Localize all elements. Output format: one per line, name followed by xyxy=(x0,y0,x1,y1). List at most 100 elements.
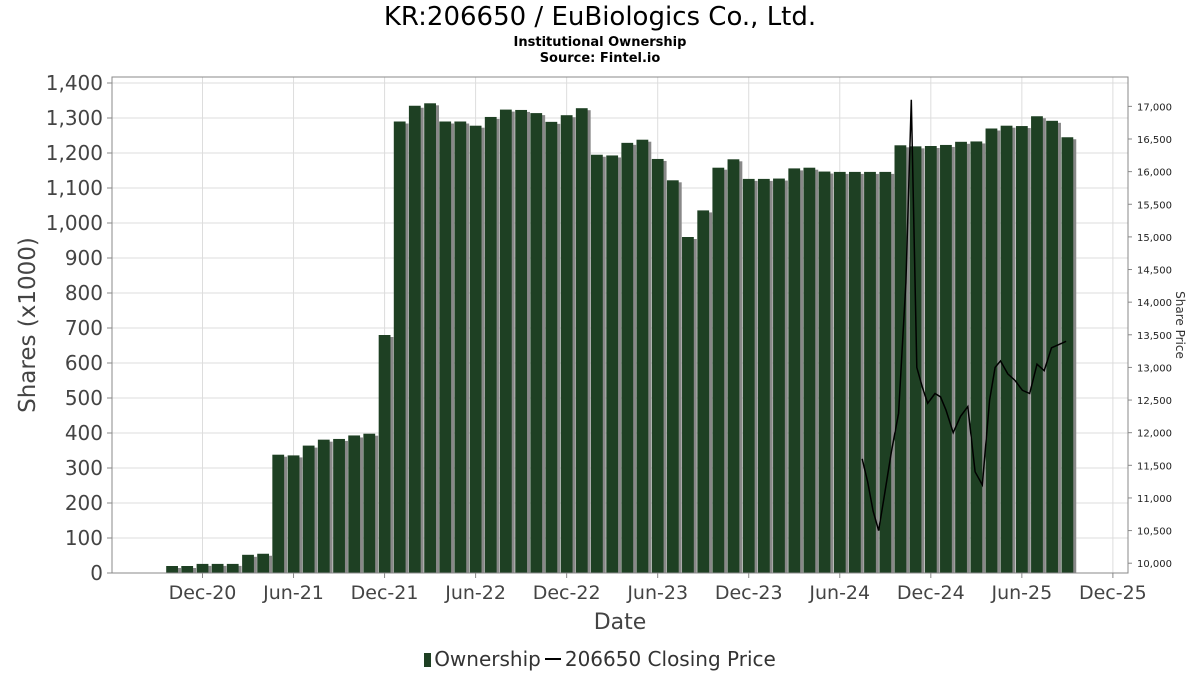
ownership-bar xyxy=(803,167,816,573)
ownership-bar xyxy=(894,145,907,574)
ownership-bar xyxy=(181,566,194,573)
bar-layer xyxy=(166,103,1077,574)
x-tick-label: Dec-20 xyxy=(169,582,237,604)
y2-tick-label: 14,500 xyxy=(1137,266,1172,277)
legend-price-label: 206650 Closing Price xyxy=(564,647,776,671)
ownership-bar xyxy=(424,103,436,574)
y2-tick-label: 11,000 xyxy=(1137,494,1172,505)
ownership-bar xyxy=(879,171,892,573)
y-tick-label: 1,200 xyxy=(46,141,103,165)
ownership-bar xyxy=(788,168,801,573)
ownership-bar xyxy=(226,563,239,573)
ownership-bar xyxy=(682,237,694,573)
ownership-bar xyxy=(909,146,922,573)
ownership-bar xyxy=(833,171,846,573)
ownership-bar xyxy=(621,142,634,573)
ownership-bar xyxy=(348,435,361,573)
price-line-layer xyxy=(861,99,1067,531)
chart-subtitle: Institutional Ownership xyxy=(513,35,687,50)
ownership-bar xyxy=(166,566,178,573)
ownership-bar xyxy=(1031,116,1043,573)
y2-tick-label: 12,000 xyxy=(1137,429,1172,440)
y2-tick-label: 16,000 xyxy=(1137,168,1172,179)
y2-tick-label: 15,000 xyxy=(1137,233,1172,244)
ownership-bar xyxy=(773,178,785,574)
chart-title: KR:206650 / EuBiologics Co., Ltd. xyxy=(383,2,817,32)
legend: Ownership 206650 Closing Price xyxy=(0,647,1200,671)
ownership-bar xyxy=(712,167,725,573)
axis-layer: 0 100 200 300 400 500 600 700 800 900 1,000 1,100 1,… xyxy=(46,71,1172,604)
ownership-bar xyxy=(848,171,861,573)
ownership-bar xyxy=(575,108,588,573)
y-tick-label: 300 xyxy=(65,456,103,480)
ownership-bar xyxy=(818,171,831,574)
ownership-bar xyxy=(363,433,376,573)
y2-tick-label: 11,500 xyxy=(1137,461,1172,472)
y-tick-label: 200 xyxy=(65,491,103,515)
legend-price-swatch xyxy=(544,658,561,660)
ownership-bar xyxy=(211,563,224,573)
ownership-bar xyxy=(302,445,315,573)
ownership-bar xyxy=(287,455,300,573)
ownership-bar xyxy=(985,128,998,573)
ownership-bar xyxy=(727,159,740,574)
ownership-bar xyxy=(864,171,876,573)
x-tick-label: Dec-23 xyxy=(715,582,783,604)
y-tick-label: 400 xyxy=(65,421,103,445)
y2-tick-label: 17,000 xyxy=(1137,102,1172,113)
ownership-bar xyxy=(1015,126,1028,574)
y-tick-label: 1,400 xyxy=(46,71,103,95)
x-tick-label: Jun-23 xyxy=(626,582,688,604)
legend-ownership-label: Ownership xyxy=(434,647,541,671)
ownership-bar xyxy=(606,155,619,573)
ownership-bar xyxy=(970,141,983,573)
ownership-bar xyxy=(1061,137,1074,573)
y2-tick-label: 14,000 xyxy=(1137,298,1172,309)
ownership-bar xyxy=(560,115,573,573)
y-tick-label: 1,300 xyxy=(46,106,103,130)
ownership-bar xyxy=(333,438,345,573)
ownership-bar xyxy=(378,335,391,573)
x-tick-label: Jun-21 xyxy=(262,582,324,604)
ownership-bar xyxy=(1000,125,1013,573)
ownership-bar xyxy=(530,113,543,573)
ownership-bar xyxy=(940,144,952,573)
ownership-bar xyxy=(408,105,421,573)
ownership-bar xyxy=(651,158,664,573)
y-tick-label: 800 xyxy=(65,281,103,305)
ownership-bar xyxy=(317,439,330,573)
ownership-bar xyxy=(545,121,558,573)
ownership-bar xyxy=(242,554,254,573)
ownership-bar xyxy=(257,553,270,573)
y-tick-label: 1,100 xyxy=(46,176,103,200)
y-tick-label: 600 xyxy=(65,351,103,375)
legend-ownership-swatch xyxy=(424,653,432,667)
ownership-bar xyxy=(742,178,755,573)
ownership-bar xyxy=(924,146,937,573)
ownership-bar xyxy=(636,139,649,573)
y2-tick-label: 10,500 xyxy=(1137,527,1172,538)
y-tick-label: 0 xyxy=(90,561,103,585)
ownership-bar xyxy=(393,121,406,573)
x-tick-label: Dec-25 xyxy=(1079,582,1147,604)
y-tick-label: 500 xyxy=(65,386,103,410)
y-tick-label: 700 xyxy=(65,316,103,340)
ownership-bar xyxy=(697,210,710,573)
ownership-bar xyxy=(469,125,482,573)
x-axis-label: Date xyxy=(594,610,647,635)
y2-tick-label: 10,000 xyxy=(1137,559,1172,570)
ownership-bar xyxy=(666,180,679,574)
ownership-bar xyxy=(454,121,467,573)
x-tick-label: Jun-22 xyxy=(444,582,506,604)
y-tick-label: 100 xyxy=(65,526,103,550)
y-tick-label: 900 xyxy=(65,246,103,270)
price-line xyxy=(861,99,1067,531)
x-tick-label: Jun-24 xyxy=(808,582,870,604)
y2-tick-label: 16,500 xyxy=(1137,135,1172,146)
y2-tick-label: 12,500 xyxy=(1137,396,1172,407)
ownership-bar xyxy=(272,454,285,573)
x-tick-label: Jun-25 xyxy=(990,582,1052,604)
ownership-bar xyxy=(590,154,603,573)
y-tick-label: 1,000 xyxy=(46,211,103,235)
